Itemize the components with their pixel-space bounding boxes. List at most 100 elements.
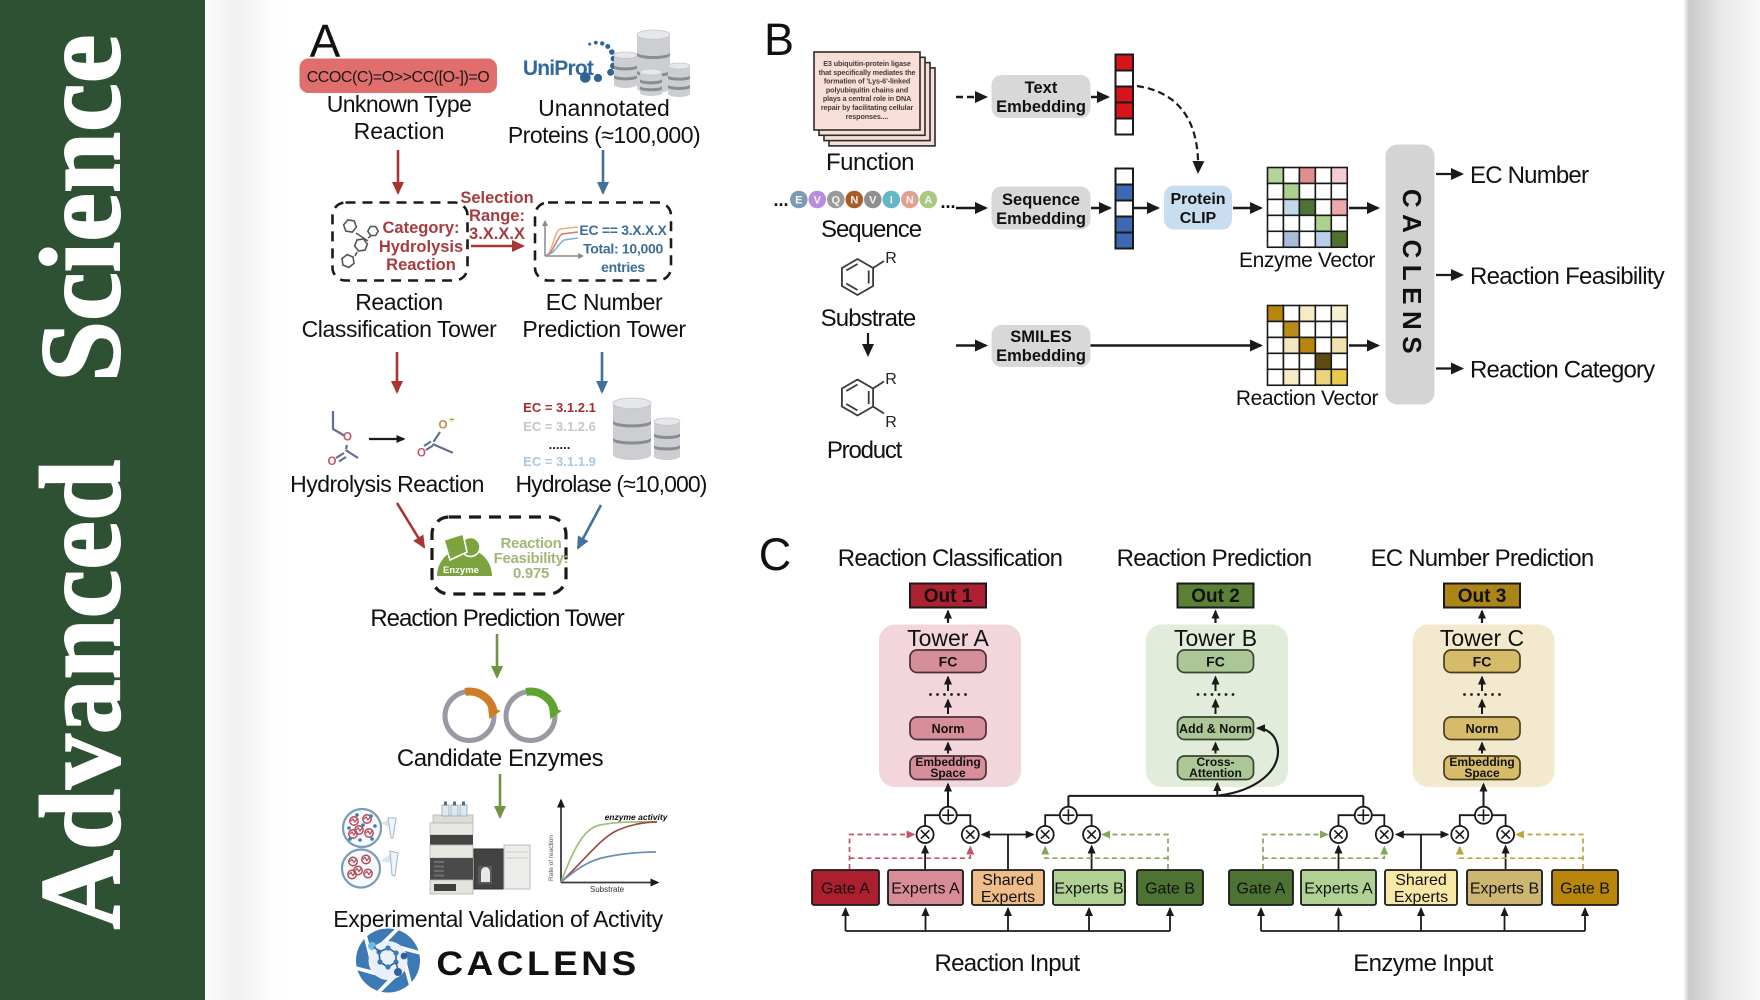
- svg-text:Substrate: Substrate: [590, 885, 625, 894]
- svg-text:Reaction: Reaction: [355, 289, 443, 315]
- svg-text:Gate B: Gate B: [1560, 881, 1610, 898]
- svg-text:that specifically mediates the: that specifically mediates the: [819, 68, 916, 77]
- svg-text:Out 1: Out 1: [924, 586, 973, 607]
- svg-text:V: V: [869, 195, 877, 207]
- svg-text:3.X.X.X: 3.X.X.X: [469, 225, 525, 243]
- svg-text:Experts: Experts: [981, 889, 1035, 906]
- svg-text:Reaction Prediction: Reaction Prediction: [1117, 545, 1312, 572]
- svg-text:Embedding: Embedding: [996, 347, 1086, 365]
- svg-text:R: R: [885, 414, 897, 431]
- svg-text:Out 3: Out 3: [1458, 586, 1507, 607]
- svg-text:R: R: [885, 250, 897, 267]
- svg-text:N: N: [850, 195, 858, 207]
- svg-text:Out 2: Out 2: [1191, 586, 1240, 607]
- svg-text:Shared: Shared: [1395, 872, 1447, 889]
- svg-text:UniProt: UniProt: [523, 57, 594, 80]
- svg-text:Hydrolase (≈10,000): Hydrolase (≈10,000): [515, 471, 706, 497]
- svg-text:Function: Function: [826, 149, 914, 176]
- svg-text:enzyme activity: enzyme activity: [605, 812, 669, 822]
- svg-text:O: O: [343, 432, 352, 444]
- svg-text:A: A: [924, 195, 932, 207]
- svg-text:Enzyme Input: Enzyme Input: [1353, 950, 1493, 977]
- svg-text:Product: Product: [827, 437, 903, 464]
- svg-text:Reaction Feasibility: Reaction Feasibility: [1470, 263, 1665, 290]
- svg-text:Tower A: Tower A: [907, 625, 989, 651]
- svg-text:polyubiquitin chains and: polyubiquitin chains and: [826, 85, 908, 94]
- svg-text:Tower B: Tower B: [1174, 625, 1257, 651]
- svg-text:Experts B: Experts B: [1054, 881, 1123, 898]
- svg-text:Experts: Experts: [1394, 889, 1448, 906]
- svg-text:Shared: Shared: [982, 872, 1034, 889]
- svg-text:Add & Norm: Add & Norm: [1179, 722, 1252, 736]
- svg-text:Candidate Enzymes: Candidate Enzymes: [397, 745, 604, 772]
- svg-text:Reaction: Reaction: [501, 535, 562, 552]
- svg-text:Reaction Prediction Tower: Reaction Prediction Tower: [370, 605, 624, 632]
- svg-text:Range:: Range:: [469, 207, 525, 225]
- svg-text:Hydrolysis: Hydrolysis: [379, 238, 463, 256]
- svg-text:Total: 10,000: Total: 10,000: [583, 241, 663, 257]
- svg-text:Reaction Category: Reaction Category: [1470, 357, 1655, 384]
- svg-text:EC Number Prediction: EC Number Prediction: [1371, 545, 1594, 572]
- svg-text:Prediction Tower: Prediction Tower: [522, 316, 686, 342]
- svg-text:Sequence: Sequence: [1002, 191, 1080, 209]
- svg-text:C: C: [759, 529, 792, 580]
- svg-text:FC: FC: [939, 654, 958, 670]
- svg-text:A: A: [310, 15, 341, 67]
- svg-text:Experimental Validation of Act: Experimental Validation of Activity: [333, 906, 663, 932]
- svg-text:Protein: Protein: [1170, 191, 1225, 208]
- svg-text:Norm: Norm: [1466, 722, 1499, 736]
- svg-text:Reaction Input: Reaction Input: [935, 950, 1081, 977]
- svg-text:entries: entries: [601, 259, 645, 275]
- svg-text:formation of 'Lys-6'-linked: formation of 'Lys-6'-linked: [824, 77, 910, 86]
- svg-text:O: O: [439, 420, 448, 432]
- svg-text:Advanced Science: Advanced Science: [18, 35, 145, 930]
- svg-text:responses....: responses....: [846, 112, 889, 121]
- svg-text:CACLENS: CACLENS: [436, 944, 639, 983]
- svg-text:Unknown Type: Unknown Type: [327, 91, 472, 117]
- svg-text:Experts B: Experts B: [1470, 881, 1539, 898]
- svg-text:Hydrolysis Reaction: Hydrolysis Reaction: [290, 471, 484, 497]
- svg-text:Classification Tower: Classification Tower: [302, 316, 498, 342]
- svg-text:0.975: 0.975: [513, 565, 549, 582]
- svg-text:E3 ubiquitin-protein ligase: E3 ubiquitin-protein ligase: [823, 59, 911, 68]
- svg-text:Embedding: Embedding: [996, 210, 1086, 228]
- svg-text:Space: Space: [1464, 766, 1500, 780]
- svg-text:Feasibility:: Feasibility:: [494, 550, 569, 567]
- svg-text:N: N: [906, 195, 914, 207]
- svg-text:Embedding: Embedding: [915, 755, 980, 769]
- svg-text:Q: Q: [832, 195, 841, 207]
- svg-text:Attention: Attention: [1189, 766, 1242, 780]
- svg-text:......: ......: [549, 437, 571, 452]
- svg-text:Space: Space: [930, 766, 966, 780]
- svg-text:Tower C: Tower C: [1440, 625, 1524, 651]
- svg-text:FC: FC: [1206, 654, 1225, 670]
- svg-text:B: B: [764, 14, 794, 65]
- svg-text:EC = 3.1.2.1: EC = 3.1.2.1: [523, 400, 596, 415]
- svg-text:Gate A: Gate A: [821, 881, 870, 898]
- svg-text:EC == 3.X.X.X: EC == 3.X.X.X: [579, 222, 667, 238]
- svg-text:E: E: [795, 195, 802, 207]
- svg-text:Enzyme Vector: Enzyme Vector: [1239, 249, 1375, 272]
- svg-text:V: V: [814, 195, 822, 207]
- svg-text:Experts A: Experts A: [891, 881, 960, 898]
- svg-text:plays a central role in DNA: plays a central role in DNA: [823, 94, 911, 103]
- svg-text:CLIP: CLIP: [1180, 210, 1217, 227]
- svg-text:R: R: [885, 371, 897, 388]
- svg-text:repair by facilitating cellula: repair by facilitating cellular: [821, 103, 914, 112]
- svg-text:Embedding: Embedding: [1449, 755, 1514, 769]
- svg-text:EC Number: EC Number: [1470, 162, 1589, 189]
- svg-text:Gate B: Gate B: [1145, 881, 1195, 898]
- svg-text:Norm: Norm: [932, 722, 965, 736]
- svg-text:Reaction: Reaction: [386, 256, 456, 274]
- svg-text:Proteins (≈100,000): Proteins (≈100,000): [508, 122, 700, 148]
- svg-text:Category:: Category:: [382, 219, 459, 237]
- svg-text:...: ...: [773, 190, 788, 210]
- svg-text:Embedding: Embedding: [996, 98, 1086, 116]
- svg-text:Unannotated: Unannotated: [538, 95, 670, 121]
- svg-text:Enzyme: Enzyme: [443, 565, 479, 576]
- svg-text:Substrate: Substrate: [821, 305, 916, 332]
- svg-text:...: ...: [940, 192, 955, 212]
- svg-text:Selection: Selection: [460, 189, 533, 207]
- svg-text:O: O: [417, 448, 426, 460]
- svg-text:Reaction Vector: Reaction Vector: [1236, 387, 1379, 410]
